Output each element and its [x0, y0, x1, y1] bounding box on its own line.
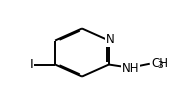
Text: I: I — [29, 58, 33, 71]
Text: NH: NH — [122, 62, 139, 75]
Text: CH: CH — [151, 57, 168, 70]
Text: N: N — [106, 33, 115, 46]
Text: 3: 3 — [158, 61, 163, 70]
